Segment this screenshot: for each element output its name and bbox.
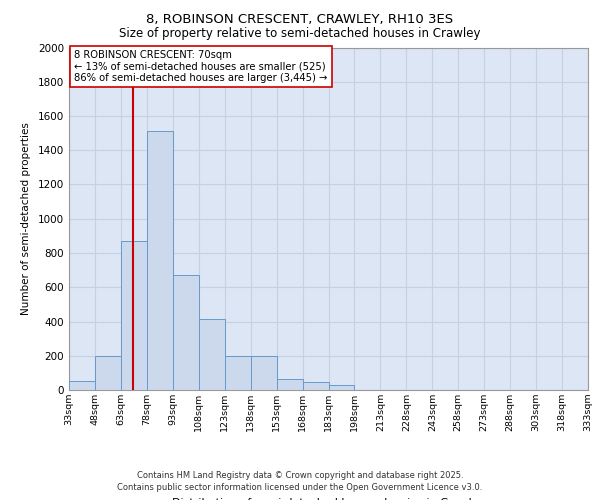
- Bar: [121, 241, 147, 390]
- Bar: [95, 356, 121, 390]
- Bar: [173, 276, 199, 390]
- Bar: [225, 356, 251, 390]
- Text: 8 ROBINSON CRESCENT: 70sqm
← 13% of semi-detached houses are smaller (525)
86% o: 8 ROBINSON CRESCENT: 70sqm ← 13% of semi…: [74, 50, 328, 84]
- Bar: [199, 319, 225, 390]
- Bar: [147, 132, 173, 390]
- Bar: [251, 356, 277, 390]
- Bar: [302, 382, 329, 390]
- X-axis label: Distribution of semi-detached houses by size in Crawley: Distribution of semi-detached houses by …: [172, 498, 485, 500]
- Bar: [329, 385, 355, 390]
- Bar: [277, 379, 302, 390]
- Text: Contains HM Land Registry data © Crown copyright and database right 2025.
Contai: Contains HM Land Registry data © Crown c…: [118, 471, 482, 492]
- Y-axis label: Number of semi-detached properties: Number of semi-detached properties: [21, 122, 31, 315]
- Text: Size of property relative to semi-detached houses in Crawley: Size of property relative to semi-detach…: [119, 28, 481, 40]
- Bar: [69, 382, 95, 390]
- Text: 8, ROBINSON CRESCENT, CRAWLEY, RH10 3ES: 8, ROBINSON CRESCENT, CRAWLEY, RH10 3ES: [146, 12, 454, 26]
